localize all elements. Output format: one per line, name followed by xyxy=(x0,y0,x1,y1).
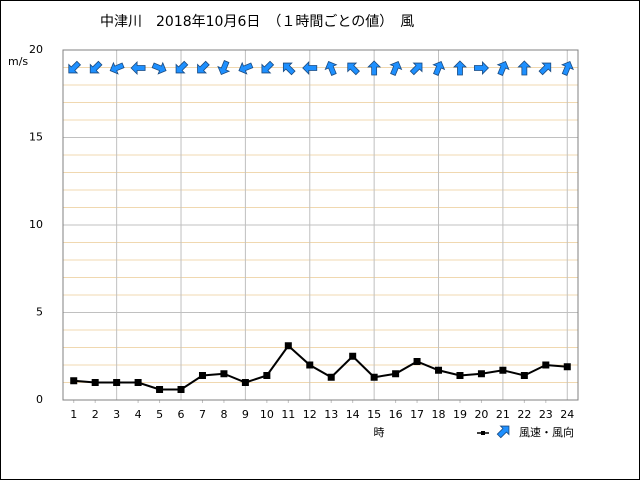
direction-arrow xyxy=(347,62,360,76)
x-tick-label: 10 xyxy=(260,408,274,421)
x-tick-label: 24 xyxy=(560,408,574,421)
speed-point xyxy=(542,361,550,369)
speed-point xyxy=(241,379,249,386)
speed-point xyxy=(370,373,378,381)
x-tick-label: 14 xyxy=(346,408,360,421)
x-tick-label: 17 xyxy=(410,408,424,421)
direction-arrow xyxy=(324,61,338,76)
y-tick-label: 15 xyxy=(29,131,43,144)
x-tick-label: 1 xyxy=(70,408,77,421)
x-tick-label: 23 xyxy=(539,408,553,421)
speed-point xyxy=(477,370,485,378)
speed-point xyxy=(134,379,142,386)
direction-arrow xyxy=(109,61,125,75)
direction-arrow xyxy=(175,60,189,74)
y-tick-label: 5 xyxy=(36,306,43,319)
speed-point xyxy=(499,366,507,374)
speed-point xyxy=(520,372,528,379)
direction-arrow xyxy=(151,61,167,75)
speed-point xyxy=(177,386,185,393)
speed-point xyxy=(113,379,121,386)
direction-arrow xyxy=(367,60,382,76)
x-tick-label: 20 xyxy=(474,408,488,421)
direction-arrow xyxy=(474,61,490,75)
x-tick-label: 2 xyxy=(92,408,99,421)
speed-point xyxy=(198,372,206,379)
speed-point xyxy=(413,358,421,365)
direction-arrow xyxy=(68,60,82,74)
direction-arrow xyxy=(238,61,254,75)
x-label: 時 xyxy=(374,426,385,439)
x-tick-label: 18 xyxy=(432,408,446,421)
speed-point xyxy=(156,386,164,393)
y-unit: m/s xyxy=(8,55,28,68)
direction-arrow xyxy=(517,60,532,76)
x-tick-label: 13 xyxy=(324,408,338,421)
direction-arrow xyxy=(432,61,446,76)
speed-point xyxy=(435,366,443,374)
legend-label: 風速・風向 xyxy=(519,425,574,439)
x-tick-label: 5 xyxy=(156,408,163,421)
direction-arrow xyxy=(217,60,231,75)
direction-arrow xyxy=(282,62,296,76)
direction-arrow xyxy=(302,61,318,75)
x-tick-label: 8 xyxy=(220,408,227,421)
direction-arrow xyxy=(409,62,423,76)
speed-point xyxy=(306,361,314,369)
speed-point xyxy=(563,363,571,371)
speed-line xyxy=(73,344,568,391)
x-tick-label: 12 xyxy=(303,408,317,421)
x-tick-label: 9 xyxy=(242,408,249,421)
x-tick-label: 15 xyxy=(367,408,381,421)
speed-point xyxy=(456,372,464,379)
direction-arrow xyxy=(130,61,146,75)
y-tick-label: 0 xyxy=(36,393,43,406)
x-tick-label: 19 xyxy=(453,408,467,421)
x-tick-label: 7 xyxy=(199,408,206,421)
x-tick-label: 21 xyxy=(496,408,510,421)
x-tick-label: 3 xyxy=(113,408,120,421)
speed-point xyxy=(392,370,400,378)
speed-point xyxy=(220,370,228,378)
speed-point xyxy=(70,377,78,385)
plot-frame xyxy=(62,49,579,401)
speed-point xyxy=(327,373,335,381)
legend-point xyxy=(481,431,485,435)
y-tick-label: 10 xyxy=(29,218,43,231)
direction-arrow xyxy=(496,61,510,76)
speed-point xyxy=(284,342,292,350)
legend-arrow xyxy=(496,425,510,439)
speed-point xyxy=(91,379,99,386)
chart-title: 中津川 2018年10月6日 （１時間ごとの値） 風 xyxy=(100,14,414,30)
speed-point xyxy=(263,372,271,379)
x-tick-label: 16 xyxy=(389,408,403,421)
direction-arrow xyxy=(261,60,275,74)
direction-arrow xyxy=(453,60,467,76)
direction-arrow xyxy=(89,60,103,74)
x-tick-label: 4 xyxy=(135,408,142,421)
speed-point xyxy=(349,352,357,360)
y-tick-label: 20 xyxy=(29,43,43,56)
x-tick-label: 6 xyxy=(178,408,185,421)
direction-arrow xyxy=(538,62,552,76)
x-tick-label: 11 xyxy=(281,408,295,421)
direction-arrow xyxy=(561,61,574,76)
direction-arrow xyxy=(197,60,210,74)
direction-arrow xyxy=(389,61,403,76)
x-tick-label: 22 xyxy=(517,408,531,421)
